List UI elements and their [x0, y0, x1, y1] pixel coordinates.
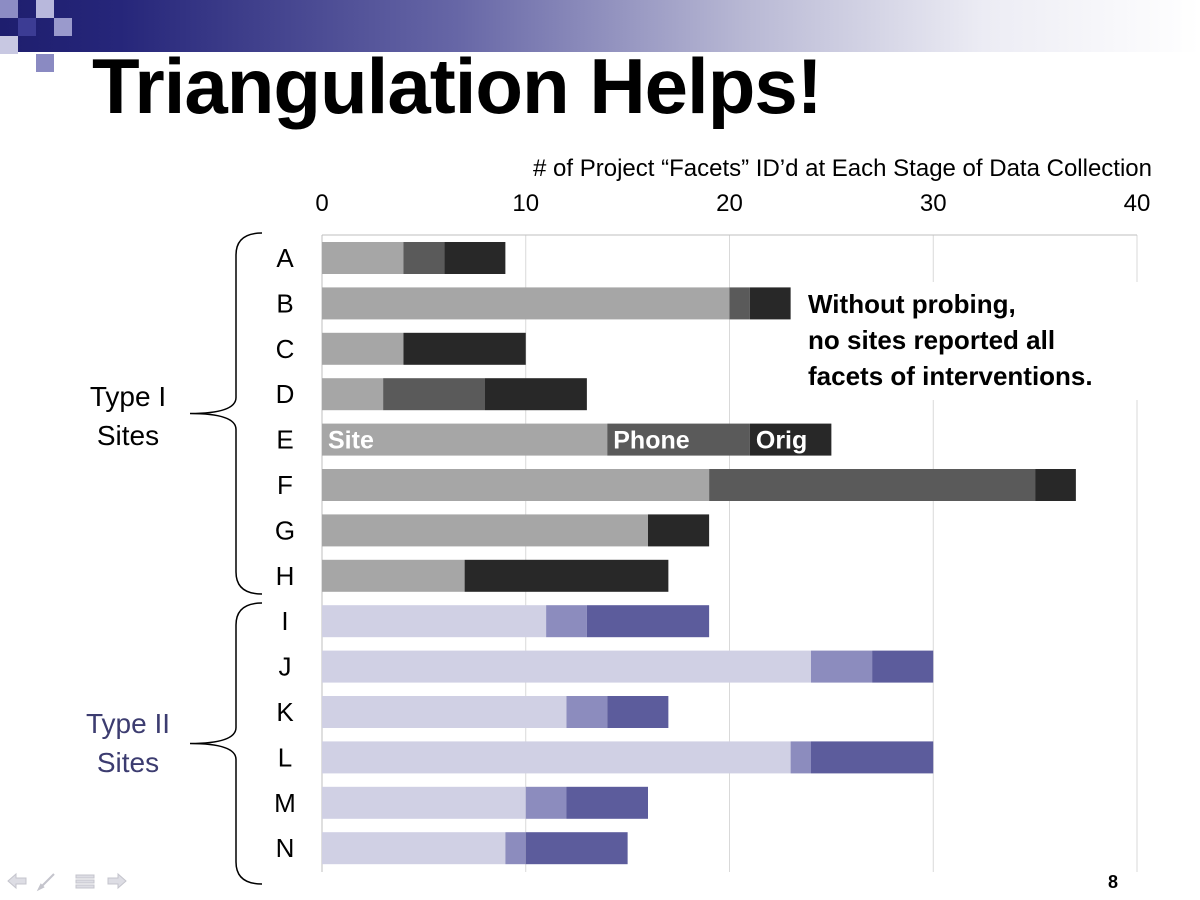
- bar-segment-site: [322, 696, 567, 728]
- bar-segment-site: [322, 423, 608, 456]
- category-label: B: [276, 288, 293, 318]
- bar-segment-phone: [505, 832, 526, 865]
- corner-decoration: [0, 0, 90, 72]
- corner-square: [0, 0, 18, 18]
- bar-segment-phone: [811, 650, 873, 683]
- bar-segment-site: [322, 287, 730, 320]
- bar-segment-site: [322, 514, 648, 547]
- bar-segment-phone: [525, 786, 567, 819]
- annotation-box: Without probing, no sites reported all f…: [800, 282, 1192, 400]
- bar-segment-orig: [872, 650, 934, 683]
- menu-icon[interactable]: [75, 874, 95, 889]
- category-label: H: [276, 561, 295, 591]
- category-label: L: [278, 742, 292, 772]
- bar-segment-site: [322, 605, 547, 638]
- bar-segment-orig: [403, 332, 526, 365]
- corner-square: [18, 18, 36, 36]
- x-tick-label: 10: [512, 190, 539, 217]
- slide-nav-controls: [7, 872, 127, 892]
- bar-segment-site: [322, 242, 404, 274]
- bar-segment-site: [322, 832, 506, 865]
- bar-segment-site: [322, 741, 791, 774]
- bar-segment-phone: [546, 605, 587, 638]
- pen-icon[interactable]: [36, 873, 55, 892]
- type-2-brace: [189, 602, 263, 885]
- corner-square: [36, 54, 54, 72]
- bar-segment-phone: [729, 287, 750, 320]
- bar-segment-phone: [383, 378, 485, 411]
- bar-segment-phone: [790, 741, 811, 774]
- group-label-line: Sites: [96, 747, 160, 778]
- group-label-type-2: Type II Sites: [60, 704, 196, 782]
- category-label: K: [276, 697, 294, 727]
- previous-slide-icon[interactable]: [7, 872, 27, 890]
- bar-segment-orig: [749, 287, 791, 320]
- x-tick-label: 0: [315, 190, 328, 217]
- bar-segment-site: [322, 650, 811, 683]
- bar-segment-phone: [607, 423, 750, 456]
- x-tick-label: 30: [920, 190, 947, 217]
- group-label-line: Type II: [85, 708, 171, 739]
- group-label-type-1: Type I Sites: [60, 377, 196, 455]
- category-label: C: [276, 334, 295, 364]
- annotation-line: no sites reported all: [808, 325, 1056, 355]
- corner-square: [36, 0, 54, 18]
- page-number: 8: [1108, 872, 1119, 892]
- annotation-line: Without probing,: [808, 289, 1016, 319]
- category-label: G: [275, 515, 295, 545]
- bar-segment-orig: [485, 378, 587, 411]
- bar-segment-site: [322, 332, 404, 365]
- bar-segment-site: [322, 469, 710, 501]
- bar-segment-phone: [566, 696, 608, 728]
- category-label: D: [276, 379, 295, 409]
- segment-label: Site: [328, 427, 374, 455]
- category-label: I: [281, 606, 288, 636]
- type-1-brace: [189, 232, 263, 595]
- bar-segment-site: [322, 378, 384, 411]
- annotation-line: facets of interventions.: [808, 361, 1093, 391]
- category-label: E: [276, 425, 293, 455]
- segment-label: Orig: [756, 427, 807, 455]
- category-label: M: [274, 788, 296, 818]
- bar-segment-site: [322, 786, 526, 819]
- header-gradient-bar: [0, 0, 1200, 52]
- category-label: J: [279, 652, 292, 682]
- bar-segment-phone: [403, 242, 445, 274]
- category-label: N: [276, 833, 295, 863]
- bar-segment-orig: [648, 514, 710, 547]
- slide-title: Triangulation Helps!: [92, 42, 823, 130]
- next-slide-icon[interactable]: [107, 872, 127, 890]
- category-label: A: [276, 243, 294, 273]
- bar-segment-phone: [709, 469, 1036, 501]
- bar-segment-orig: [586, 605, 710, 638]
- group-label-line: Type I: [89, 381, 167, 412]
- x-tick-label: 20: [716, 190, 743, 217]
- bar-segment-orig: [525, 832, 628, 865]
- category-label: F: [277, 470, 293, 500]
- bar-segment-orig: [566, 786, 648, 819]
- group-label-line: Sites: [96, 420, 160, 451]
- bar-segment-orig: [811, 741, 934, 774]
- bar-segment-orig: [464, 559, 669, 592]
- bar-segment-site: [322, 559, 465, 592]
- corner-square: [0, 36, 18, 54]
- bar-segment-orig: [607, 696, 669, 728]
- bar-segment-orig: [444, 242, 506, 274]
- chart-title: # of Project “Facets” ID’d at Each Stage…: [533, 155, 1152, 182]
- corner-square: [54, 18, 72, 36]
- segment-label: Phone: [613, 427, 689, 455]
- bar-segment-orig: [749, 423, 832, 456]
- bar-segment-orig: [1035, 469, 1076, 501]
- x-tick-label: 40: [1124, 190, 1151, 217]
